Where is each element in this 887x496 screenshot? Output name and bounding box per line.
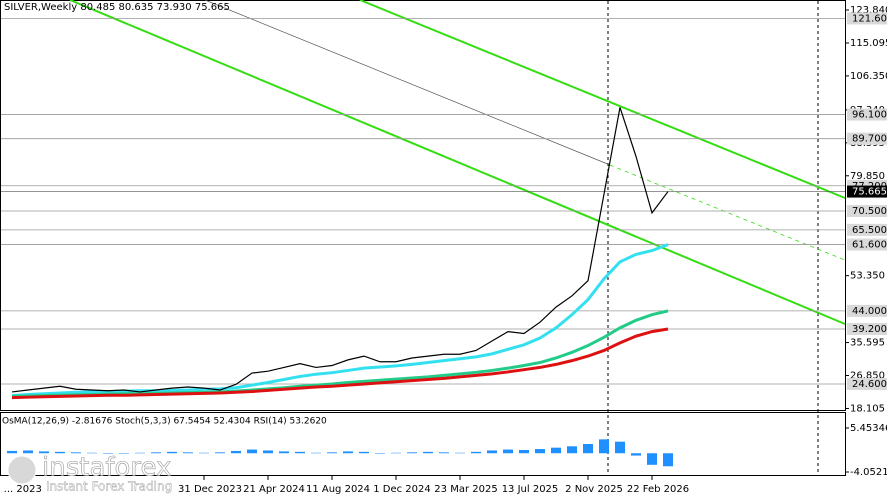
osma-bar xyxy=(503,449,513,454)
series-line xyxy=(11,107,669,393)
osma-bar xyxy=(103,453,113,454)
watermark-brand: instaforex xyxy=(42,453,171,483)
x-tick-label: 11 Aug 2024 xyxy=(306,484,370,495)
level-label-box xyxy=(847,238,887,251)
y-tick-label: 35.595 xyxy=(850,338,885,349)
osma-bar xyxy=(215,452,225,454)
osma-bar xyxy=(535,449,545,454)
x-tick-label: 21 Apr 2024 xyxy=(243,484,305,495)
osma-bar xyxy=(583,443,593,454)
osma-bar xyxy=(55,451,65,454)
level-label-box xyxy=(847,12,887,25)
x-tick-label: 1 Dec 2024 xyxy=(373,484,431,495)
osma-bar xyxy=(343,451,353,454)
osma-bar xyxy=(631,453,641,456)
osma-bar xyxy=(23,450,33,454)
osma-bar xyxy=(455,452,465,454)
series-line xyxy=(11,243,669,398)
osma-bar xyxy=(71,452,81,454)
y2-tick-label: -4.0521 xyxy=(850,467,887,478)
osma-bar xyxy=(423,451,433,454)
level-label: 89.700 xyxy=(852,134,887,145)
osma-bar xyxy=(183,452,193,454)
y-tick-label: 53.350 xyxy=(850,271,885,282)
osma-bar xyxy=(551,447,561,454)
osma-bar xyxy=(375,453,385,454)
level-label: 70.500 xyxy=(852,206,887,217)
level-label-box xyxy=(847,304,887,317)
level-label: 39.200 xyxy=(852,324,887,335)
osma-bar xyxy=(231,450,241,454)
osma-bar xyxy=(471,451,481,454)
level-label-box xyxy=(847,322,887,335)
osma-bar xyxy=(119,453,129,454)
vertical-separators xyxy=(607,1,819,475)
osma-bar xyxy=(391,452,401,454)
osma-bar xyxy=(279,451,289,454)
osma-bar xyxy=(647,453,657,465)
osma-bar xyxy=(247,449,257,454)
osma-bar xyxy=(663,453,673,467)
osma-bar xyxy=(135,452,145,454)
osma-bar xyxy=(407,452,417,454)
osma-bar xyxy=(599,439,609,454)
y-tick-label: 26.850 xyxy=(850,371,885,382)
channel-lines xyxy=(69,0,846,325)
x-tick-label: 13 Jul 2025 xyxy=(502,484,559,495)
level-label-box xyxy=(847,132,887,145)
osma-bar xyxy=(327,452,337,454)
osma-bar xyxy=(567,446,577,454)
x-tick-label: 23 Mar 2025 xyxy=(434,484,497,495)
osma-bar xyxy=(7,450,17,454)
watermark-slogan: Instant Forex Trading xyxy=(46,480,172,494)
level-label-box xyxy=(847,205,887,218)
osma-bar xyxy=(295,451,305,454)
y2-tick-label: 5.45346 xyxy=(850,423,887,434)
current-price-box xyxy=(847,185,887,198)
y-tick-label: 106.350 xyxy=(850,71,887,82)
level-label: 121.600 xyxy=(852,13,887,24)
osma-bar xyxy=(615,441,625,454)
series-line xyxy=(11,327,669,400)
x-tick-label: 31 Dec 2023 xyxy=(178,484,242,495)
x-tick-label: 9 ... 2023 xyxy=(0,484,42,495)
y-tick-label: 18.105 xyxy=(850,403,885,414)
osma-bar xyxy=(167,451,177,454)
frame xyxy=(0,0,846,476)
level-label-box xyxy=(847,223,887,236)
osma-bar xyxy=(519,450,529,454)
osma-bar xyxy=(487,450,497,454)
level-label: 65.500 xyxy=(852,225,887,236)
plot: 123.840115.095106.35097.34088.59579.8505… xyxy=(0,5,887,495)
osma-bar xyxy=(359,451,369,454)
x-tick-label: 22 Feb 2026 xyxy=(627,484,689,495)
y-tick-label: 79.850 xyxy=(850,171,885,182)
osma-bar xyxy=(39,451,49,454)
y-tick-label: 115.095 xyxy=(850,38,887,49)
osma-bar xyxy=(199,452,209,454)
osma-bar xyxy=(311,452,321,454)
level-label: 44.000 xyxy=(852,306,887,317)
x-tick-label: 2 Nov 2025 xyxy=(565,484,623,495)
level-label: 24.600 xyxy=(852,379,887,390)
oscillator-title: OsMA(12,26,9) -2.81676 Stoch(5,3,3) 67.5… xyxy=(2,417,327,427)
y-tick-label: 123.840 xyxy=(850,5,887,16)
level-label-box xyxy=(847,377,887,390)
chart-title: SILVER,Weekly 80.485 80.635 73.930 75.66… xyxy=(4,2,230,13)
level-label-box xyxy=(847,108,887,121)
osma-bar xyxy=(151,452,161,454)
level-label: 61.600 xyxy=(852,240,887,251)
current-price-label: 75.665 xyxy=(852,187,887,198)
watermark: instaforex Instant Forex Trading xyxy=(7,452,172,494)
osma-bar xyxy=(439,452,449,454)
osma-bar xyxy=(87,452,97,454)
level-label: 96.100 xyxy=(852,110,887,121)
osma-bar xyxy=(263,450,273,454)
